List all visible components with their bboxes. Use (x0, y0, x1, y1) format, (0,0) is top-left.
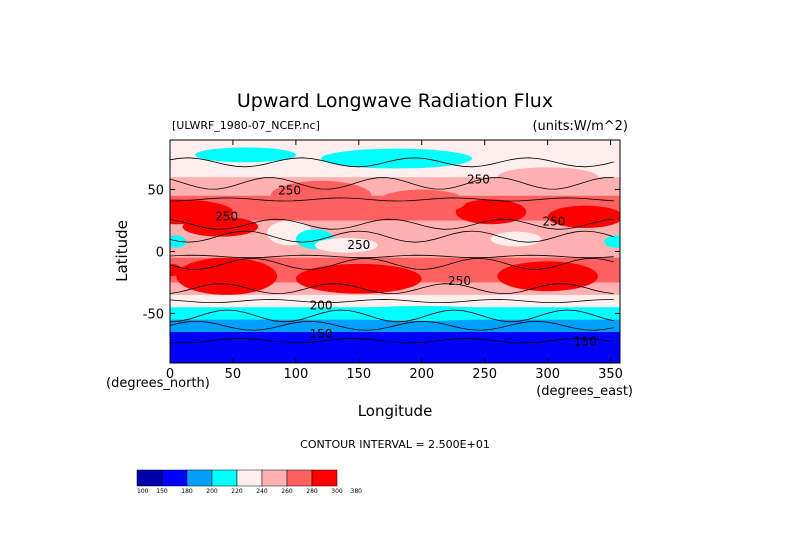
colorbar-tick-label: 300 (331, 488, 343, 495)
colorbar-tick-label: 240 (256, 488, 268, 495)
contour-line (170, 157, 614, 168)
x-tick-label: 150 (346, 367, 371, 382)
y-tick-label: 50 (147, 184, 164, 199)
contour-interval: CONTOUR INTERVAL = 2.500E+01 (300, 438, 490, 451)
heatmap-feature (490, 231, 542, 247)
x-tick-label: 100 (283, 367, 308, 382)
contour-line (170, 197, 614, 202)
x-tick-label: 350 (598, 367, 623, 382)
colorbar-swatch (211, 469, 238, 487)
chart-title: Upward Longwave Radiation Flux (237, 90, 553, 112)
contour-label: 250 (542, 214, 565, 228)
heatmap-band (170, 294, 620, 308)
x-tick-label: 300 (535, 367, 560, 382)
colorbar-swatch (186, 469, 213, 487)
x-axis: 0 50 100 150 200 250 300 350 (166, 140, 623, 382)
contour-line (170, 218, 614, 230)
contour-label: 250 (467, 172, 490, 186)
colorbar-tick-label: 150 (156, 488, 168, 495)
x-tick-label: 250 (472, 367, 497, 382)
colorbar-swatch (311, 469, 338, 487)
heatmap-feature (604, 235, 620, 248)
contour-line (170, 320, 614, 331)
contour-line (170, 338, 614, 344)
heatmap-band (170, 332, 620, 345)
contour-line (170, 309, 614, 323)
file-label: [ULWRF_1980-07_NCEP.nc] (172, 119, 320, 132)
heatmap-feature (295, 263, 422, 294)
heatmap-feature (434, 221, 485, 237)
contour-labels: 250 250 250 250 250 250 200 150 150 (215, 172, 597, 348)
contour-label: 150 (574, 335, 597, 349)
heatmap-feature (497, 167, 598, 188)
heatmap-feature (176, 257, 277, 295)
colorbar-tick-label: 280 (306, 488, 318, 495)
colorbar-tick-label: 260 (281, 488, 293, 495)
contour-label: 150 (310, 327, 333, 341)
y-axis-label: Latitude (113, 220, 131, 282)
heatmap-feature (547, 205, 620, 228)
colorbar-swatch (236, 469, 263, 487)
colorbar-swatch (136, 469, 163, 487)
heatmap-feature (333, 306, 510, 321)
contour-label: 250 (347, 238, 370, 252)
colorbar-swatch (161, 469, 188, 487)
colorbar-tick-label: 200 (206, 488, 218, 495)
heatmap-feature (195, 147, 296, 163)
y-axis: -50 0 50 (143, 184, 620, 322)
heatmap-feature (497, 261, 598, 292)
heatmap-feature (455, 199, 527, 225)
colorbar-swatch (286, 469, 313, 487)
colorbar-tick-label: 380 (351, 488, 363, 495)
contour-line (170, 177, 614, 190)
contour-line (170, 230, 614, 243)
contour-line (170, 257, 614, 270)
heatmap-feature (170, 263, 183, 277)
colorbar-tick-label: 180 (181, 488, 193, 495)
x-tick-label: 50 (225, 367, 242, 382)
x-unit-label: (degrees_east) (536, 384, 633, 399)
x-axis-label: Longitude (358, 402, 433, 420)
contour-line (170, 254, 614, 259)
contour-lines (170, 157, 614, 344)
contour-line (170, 283, 614, 295)
contour-label: 250 (215, 210, 238, 224)
colorbar-tick-label: 220 (231, 488, 243, 495)
colorbar-tick-label: 100 (137, 488, 149, 495)
heatmap-feature (321, 148, 473, 169)
colorbar: 100 150 180 200 220 240 260 280 300 380 (136, 469, 363, 495)
heatmap-band (170, 344, 620, 363)
contour-label: 250 (278, 184, 301, 198)
colorbar-swatch (261, 469, 288, 487)
heatmap-feature (377, 189, 466, 215)
contour-line (170, 299, 614, 303)
contour-label: 200 (310, 299, 333, 313)
y-tick-label: 0 (156, 246, 164, 261)
contour-label: 250 (448, 274, 471, 288)
heatmap-feature (314, 237, 378, 253)
units-label: (units:W/m^2) (532, 119, 628, 134)
heatmap-features (170, 147, 620, 321)
x-tick-label: 0 (166, 367, 174, 382)
heatmap-feature (270, 180, 372, 211)
heatmap-band (170, 245, 620, 259)
y-unit-label: (degrees_north) (106, 376, 210, 391)
plot-area (170, 140, 620, 363)
x-tick-label: 200 (409, 367, 434, 382)
y-tick-label: -50 (143, 307, 164, 322)
